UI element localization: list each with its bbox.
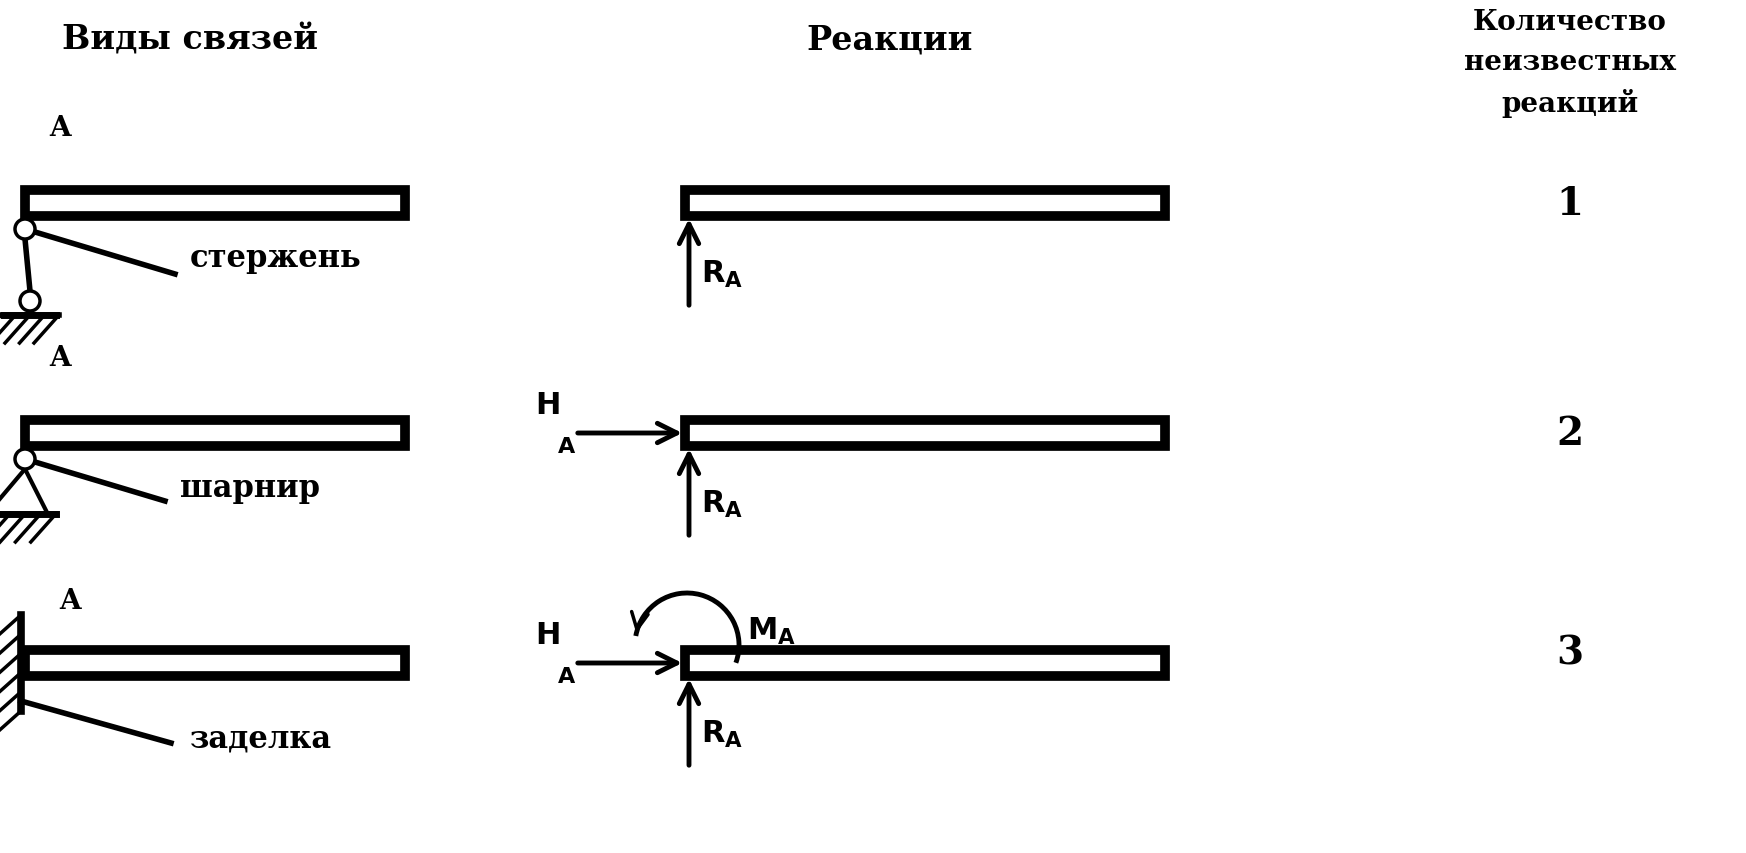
Circle shape [16, 450, 35, 469]
Text: $\mathbf{R_A}$: $\mathbf{R_A}$ [700, 717, 744, 749]
FancyBboxPatch shape [24, 191, 405, 217]
Text: 3: 3 [1556, 635, 1584, 672]
Text: Реакции: Реакции [807, 24, 973, 57]
Text: заделка: заделка [190, 722, 332, 753]
Text: A: A [49, 115, 72, 142]
FancyBboxPatch shape [684, 421, 1165, 446]
FancyBboxPatch shape [684, 191, 1165, 217]
Text: шарнир: шарнир [180, 473, 320, 504]
Text: $\mathbf{R_A}$: $\mathbf{R_A}$ [700, 258, 744, 289]
Text: Количество
неизвестных
реакций: Количество неизвестных реакций [1463, 9, 1676, 119]
FancyBboxPatch shape [24, 650, 405, 676]
Text: A: A [49, 345, 72, 372]
Text: $\mathbf{H}$: $\mathbf{H}$ [536, 619, 560, 650]
Text: $\mathbf{M_A}$: $\mathbf{M_A}$ [747, 615, 796, 646]
Text: $\mathbf{A}$: $\mathbf{A}$ [557, 436, 576, 457]
Text: 1: 1 [1556, 185, 1584, 223]
Text: Виды связей: Виды связей [63, 24, 318, 57]
FancyBboxPatch shape [684, 650, 1165, 676]
Text: стержень: стержень [190, 243, 361, 274]
Text: $\mathbf{H}$: $\mathbf{H}$ [536, 390, 560, 421]
Circle shape [16, 220, 35, 240]
Text: $\mathbf{R_A}$: $\mathbf{R_A}$ [700, 488, 744, 519]
Circle shape [19, 292, 40, 311]
FancyBboxPatch shape [24, 421, 405, 446]
Text: A: A [59, 588, 80, 615]
Text: $\mathbf{A}$: $\mathbf{A}$ [557, 665, 576, 688]
Text: 2: 2 [1556, 415, 1584, 452]
